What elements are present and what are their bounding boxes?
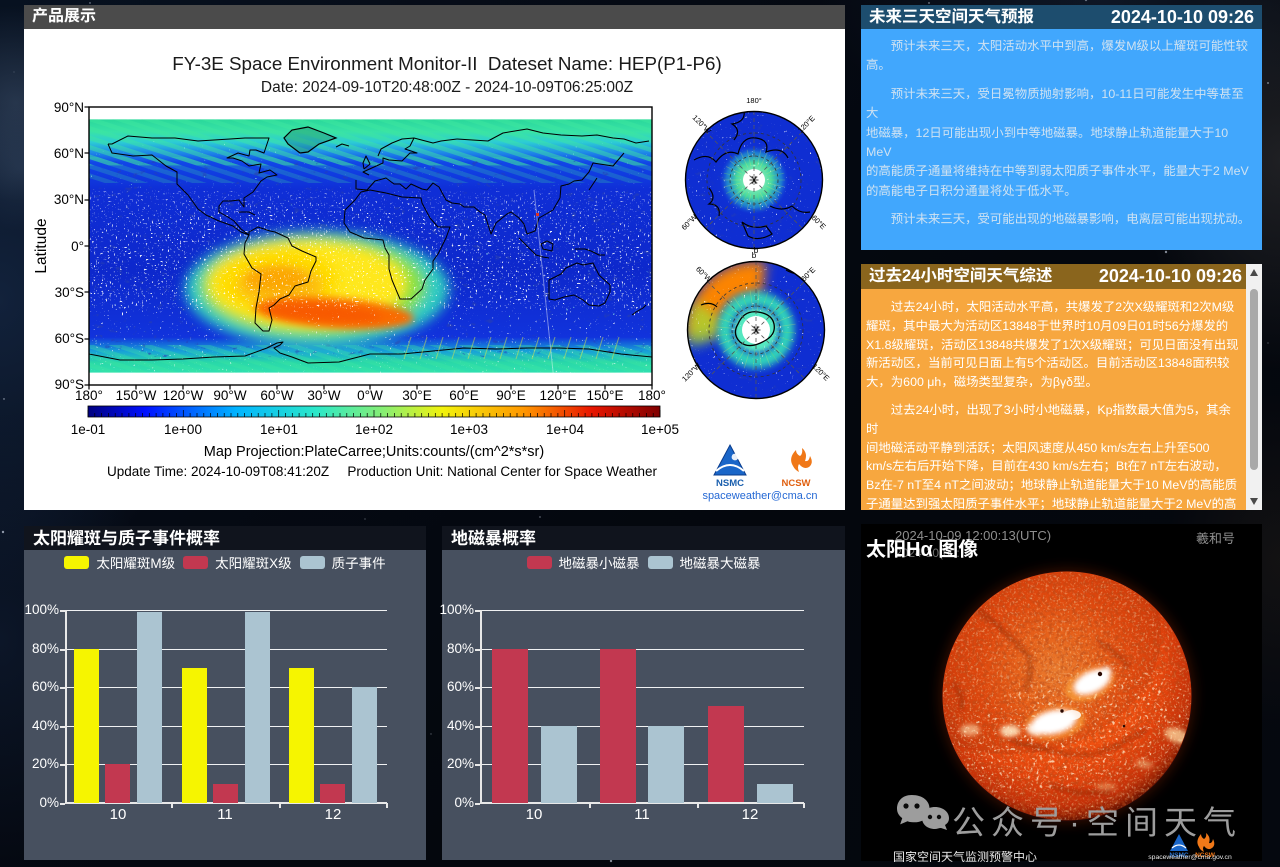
svg-text:90°W: 90°W: [213, 388, 246, 403]
svg-text:60°N: 60°N: [54, 146, 84, 161]
svg-text:30°E: 30°E: [402, 388, 431, 403]
svg-text:Latitude: Latitude: [33, 218, 50, 273]
svg-text:180°: 180°: [746, 96, 762, 105]
svg-text:30°N: 30°N: [54, 192, 84, 207]
svg-text:60°E: 60°E: [449, 388, 478, 403]
svg-text:60°W: 60°W: [260, 388, 293, 403]
svg-text:90°S: 90°S: [55, 377, 84, 392]
svg-text:1e+02: 1e+02: [355, 422, 393, 437]
svg-text:Production Unit: National Cent: Production Unit: National Center for Spa…: [347, 464, 657, 479]
svg-text:b: b: [754, 246, 759, 255]
svg-text:150°E: 150°E: [587, 388, 624, 403]
svg-text:30°W: 30°W: [307, 388, 340, 403]
svg-text:spaceweather@cma.cn: spaceweather@cma.cn: [702, 490, 817, 502]
svg-text:1e+04: 1e+04: [546, 422, 584, 437]
svg-text:1e+05: 1e+05: [641, 422, 679, 437]
svg-text:NSMC: NSMC: [716, 478, 744, 489]
svg-text:spaceweather@cma.gov.cn: spaceweather@cma.gov.cn: [1148, 854, 1232, 861]
svg-text:FY-3E Space Environment Monito: FY-3E Space Environment Monitor-II Dates…: [172, 53, 721, 74]
svg-text:1e+03: 1e+03: [450, 422, 488, 437]
svg-text:150°W: 150°W: [116, 388, 157, 403]
svg-text:1e+01: 1e+01: [260, 422, 298, 437]
svg-text:Map Projection:PlateCarree;Uni: Map Projection:PlateCarree;Units:counts/…: [204, 444, 544, 460]
svg-text:90°E: 90°E: [496, 388, 525, 403]
svg-text:60°S: 60°S: [55, 331, 84, 346]
svg-text:120°E: 120°E: [540, 388, 577, 403]
svg-text:0°W: 0°W: [357, 388, 383, 403]
svg-text:NCSW: NCSW: [1195, 852, 1216, 859]
svg-text:1e+00: 1e+00: [164, 422, 202, 437]
svg-text:90°N: 90°N: [54, 100, 84, 115]
svg-text:NSMC: NSMC: [1169, 852, 1188, 859]
svg-text:180°: 180°: [75, 388, 103, 403]
svg-text:NCSW: NCSW: [781, 478, 810, 489]
svg-text:30°S: 30°S: [55, 285, 84, 300]
svg-text:Update Time: 2024-10-09T08:41:: Update Time: 2024-10-09T08:41:20Z: [107, 464, 329, 479]
svg-text:120°W: 120°W: [163, 388, 204, 403]
svg-text:180°: 180°: [638, 388, 666, 403]
svg-text:b: b: [752, 251, 757, 260]
svg-text:0°: 0°: [71, 239, 84, 254]
svg-text:1e-01: 1e-01: [71, 422, 106, 437]
svg-text:Date: 2024-09-10T20:48:00Z - 2: Date: 2024-09-10T20:48:00Z - 2024-10-09T…: [261, 79, 633, 96]
